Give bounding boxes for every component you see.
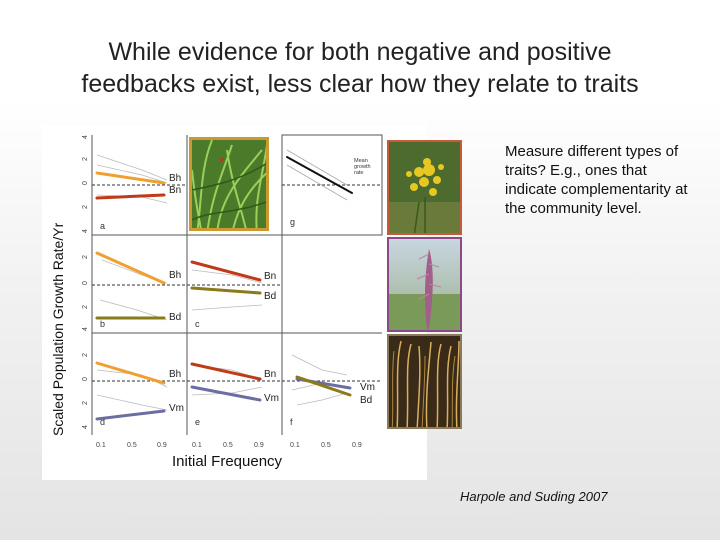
grass-photo <box>189 137 269 231</box>
svg-text:0.5: 0.5 <box>127 442 137 449</box>
svg-text:4: 4 <box>82 135 89 139</box>
svg-text:0.9: 0.9 <box>254 442 264 449</box>
svg-text:0: 0 <box>82 281 89 285</box>
label-e-vm: Vm <box>264 393 279 404</box>
label-c-bd: Bd <box>264 291 277 302</box>
label-a-bh: Bh <box>169 173 182 184</box>
svg-text:2: 2 <box>82 353 89 357</box>
yellow-flower-photo <box>387 140 462 235</box>
label-e-bn: Bn <box>264 369 277 380</box>
line-c-Bn <box>190 260 262 282</box>
svg-text:4: 4 <box>82 327 89 331</box>
svg-text:4: 4 <box>82 229 89 233</box>
y-ticks: 4 2 0 2 4 2 0 2 4 2 0 2 4 <box>82 135 89 429</box>
svg-text:2: 2 <box>82 401 89 405</box>
label-a-bn: Bn <box>169 185 182 196</box>
citation: Harpole and Suding 2007 <box>460 489 608 504</box>
x-axis-label: Initial Frequency <box>172 453 283 470</box>
title-line-2: feedbacks exist, less clear how they rel… <box>81 70 639 98</box>
line-a-Bh <box>95 171 166 185</box>
panel-g-lines <box>286 149 348 201</box>
x-ticks: 0.1 0.5 0.9 0.1 0.5 0.9 0.1 0.5 0.9 <box>96 442 362 449</box>
figure-panels: 4 2 0 2 4 2 0 2 4 2 0 2 4 <box>82 134 383 449</box>
svg-text:0: 0 <box>82 377 89 381</box>
zero-lines <box>92 184 382 382</box>
feedback-figure: 4 2 0 2 4 2 0 2 4 2 0 2 4 <box>42 125 427 480</box>
line-a-Bn <box>95 193 166 200</box>
mean-lines <box>95 156 353 421</box>
dry-grass-photo <box>387 334 462 429</box>
svg-text:0.9: 0.9 <box>157 442 167 449</box>
svg-text:4: 4 <box>82 425 89 429</box>
label-d-bh: Bh <box>169 369 182 380</box>
line-f-Bd <box>295 375 352 397</box>
label-b-bd: Bd <box>169 312 182 323</box>
panel-letter-e: e <box>195 417 201 427</box>
panel-letter-b: b <box>100 319 106 329</box>
svg-text:0.5: 0.5 <box>321 442 331 449</box>
svg-text:0.1: 0.1 <box>290 442 300 449</box>
label-f-vm: Vm <box>360 382 375 393</box>
label-d-vm: Vm <box>169 403 184 414</box>
panel-letter-d: d <box>100 417 106 427</box>
panel-letter-c: c <box>195 319 200 329</box>
mean-growth-legend: Mean growth rate <box>354 158 371 176</box>
line-g-mean <box>286 156 353 194</box>
line-c-Bd <box>190 286 262 295</box>
label-f-bd: Bd <box>360 395 373 406</box>
svg-text:2: 2 <box>82 157 89 161</box>
svg-text:2: 2 <box>82 205 89 209</box>
svg-text:0.1: 0.1 <box>96 442 106 449</box>
description-text: Measure different types of traits? E.g.,… <box>505 143 688 217</box>
purple-seedhead-photo <box>387 237 462 332</box>
svg-text:0.5: 0.5 <box>223 442 233 449</box>
svg-text:0.9: 0.9 <box>352 442 362 449</box>
line-d-Bh <box>95 361 166 385</box>
svg-text:0.1: 0.1 <box>192 442 202 449</box>
svg-text:0: 0 <box>82 181 89 185</box>
line-e-Vm <box>190 385 262 402</box>
line-d-Vm <box>95 409 166 421</box>
svg-text:2: 2 <box>82 305 89 309</box>
slide-title: While evidence for both negative and pos… <box>20 36 700 100</box>
panel-letter-f: f <box>290 417 293 427</box>
panel-letter-a: a <box>100 221 106 231</box>
label-c-bn: Bn <box>264 271 277 282</box>
line-e-Bn <box>190 362 262 381</box>
y-axis-label: Scaled Population Growth Rate/Yr <box>50 222 66 436</box>
line-b-Bh <box>95 251 166 285</box>
svg-text:2: 2 <box>82 255 89 259</box>
panel-letter-g: g <box>290 217 296 227</box>
title-line-1: While evidence for both negative and pos… <box>108 38 612 66</box>
label-b-bh: Bh <box>169 270 182 281</box>
